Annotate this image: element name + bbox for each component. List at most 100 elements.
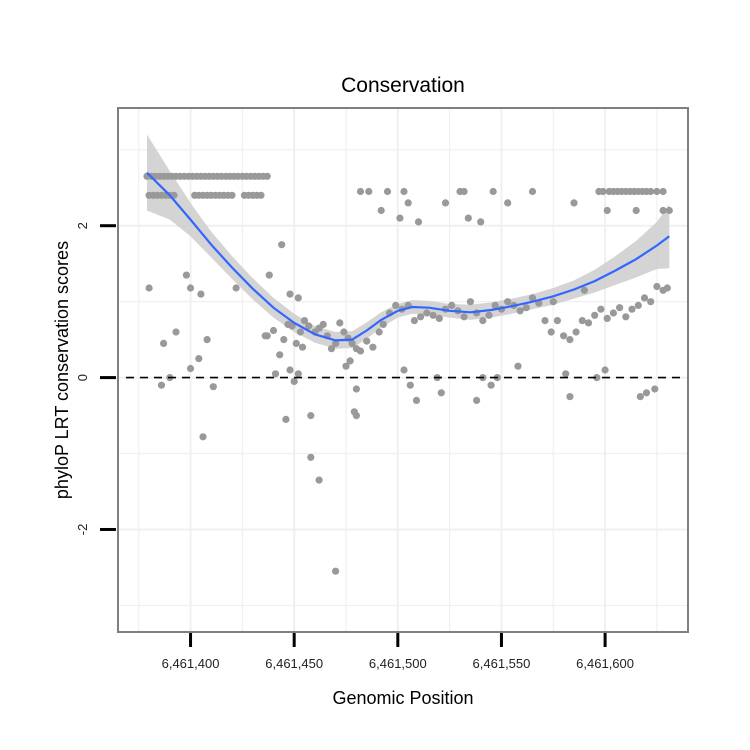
y-tick-label: 2 <box>75 222 90 229</box>
data-point <box>336 319 344 327</box>
x-tick-label: 6,461,400 <box>162 656 220 671</box>
data-point <box>377 206 385 215</box>
data-point <box>665 206 673 215</box>
data-point <box>356 187 365 196</box>
data-point <box>417 313 425 321</box>
data-point <box>392 301 400 309</box>
data-point <box>292 339 300 347</box>
data-point <box>396 214 404 222</box>
y-tick-label: -2 <box>75 524 90 536</box>
data-point <box>622 313 630 321</box>
data-point <box>423 309 431 317</box>
data-point <box>562 370 570 378</box>
data-point <box>271 370 280 378</box>
data-point <box>269 326 278 335</box>
data-point <box>547 328 555 336</box>
data-point <box>410 317 418 325</box>
data-point <box>363 337 371 345</box>
data-point <box>485 311 493 319</box>
data-point <box>383 187 392 196</box>
data-point <box>566 393 574 401</box>
data-point <box>300 317 309 325</box>
data-point <box>186 364 195 373</box>
data-point <box>489 187 497 196</box>
data-point <box>528 187 537 196</box>
data-point <box>549 298 557 306</box>
data-point <box>340 328 348 336</box>
data-point <box>414 218 423 226</box>
data-point <box>522 304 530 312</box>
data-point <box>632 206 640 215</box>
data-point <box>634 301 642 309</box>
data-point <box>280 336 288 344</box>
smooth-trend-line <box>146 171 670 342</box>
data-point <box>460 313 468 321</box>
data-point <box>315 476 323 484</box>
data-point <box>294 370 302 378</box>
data-point <box>597 305 605 313</box>
data-point <box>616 304 624 312</box>
data-point <box>487 381 495 389</box>
data-point <box>263 172 271 180</box>
data-point <box>296 328 304 336</box>
data-point <box>327 345 336 353</box>
data-point <box>307 412 315 420</box>
data-point <box>298 343 307 351</box>
data-point <box>653 282 661 291</box>
data-point <box>647 187 655 196</box>
confidence-band <box>147 134 670 349</box>
data-point <box>516 307 524 315</box>
data-point <box>591 311 599 319</box>
x-tick-label: 6,461,500 <box>369 656 427 671</box>
data-point <box>282 415 290 423</box>
x-tick-label: 6,461,600 <box>576 656 634 671</box>
data-point <box>265 271 273 279</box>
data-point <box>307 453 315 461</box>
data-point <box>186 284 195 292</box>
data-point <box>663 284 671 292</box>
data-point <box>528 294 537 302</box>
data-point <box>400 366 408 374</box>
data-point <box>578 317 586 325</box>
data-point <box>286 290 294 298</box>
data-point <box>276 351 284 359</box>
data-point <box>209 383 217 391</box>
data-point <box>305 322 313 330</box>
y-axis-ticks: -2 0 2 <box>75 222 116 535</box>
data-point <box>609 309 618 317</box>
data-point <box>460 187 468 196</box>
data-point <box>400 187 408 196</box>
data-point <box>640 294 649 302</box>
data-point <box>435 314 443 322</box>
data-point <box>628 305 636 313</box>
data-point <box>294 294 302 302</box>
data-point <box>599 187 607 196</box>
data-point <box>647 298 655 306</box>
data-point <box>448 301 456 309</box>
data-point <box>636 393 644 401</box>
grid-lines <box>118 108 688 632</box>
data-point <box>541 317 549 325</box>
data-point <box>369 343 377 351</box>
data-point <box>203 336 211 344</box>
data-point <box>464 214 472 222</box>
data-point <box>356 347 365 355</box>
data-point <box>352 385 360 393</box>
data-point <box>195 355 203 363</box>
data-point <box>651 385 659 393</box>
data-point <box>601 366 609 374</box>
data-point <box>572 328 580 336</box>
smooth-line-layer <box>146 171 670 342</box>
data-point <box>429 311 437 319</box>
data-point <box>160 339 168 347</box>
data-point <box>197 290 205 298</box>
data-point <box>653 187 661 196</box>
data-point <box>319 320 327 328</box>
data-point <box>504 298 512 306</box>
data-point <box>570 199 578 207</box>
data-point <box>288 322 296 330</box>
data-point <box>566 336 574 344</box>
data-point <box>560 332 568 340</box>
data-point <box>584 319 593 327</box>
chart-title: Conservation <box>341 74 465 97</box>
